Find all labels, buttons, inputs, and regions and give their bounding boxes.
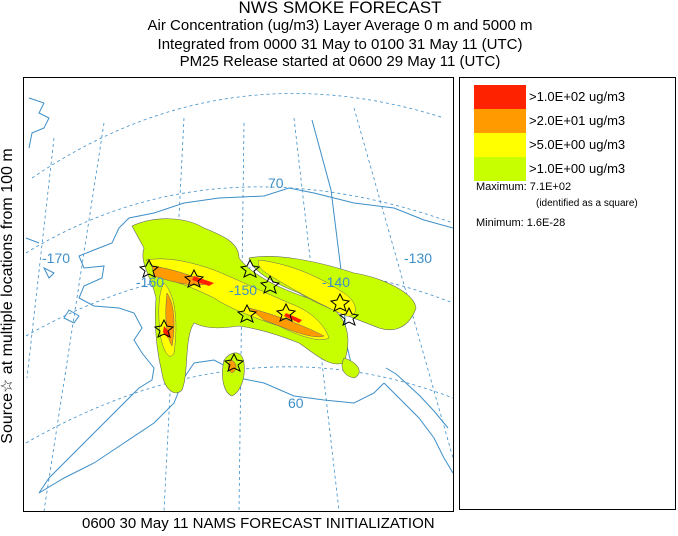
yukon-core [258, 259, 356, 317]
integration-period: Integrated from 0000 31 May to 0100 31 M… [157, 36, 523, 53]
legend-item: >1.0E+02 ug/m3 [474, 85, 670, 109]
grid-label-lon-160: -160 [136, 274, 165, 290]
arctic-coast [118, 187, 453, 229]
legend-swatch [474, 157, 526, 181]
source-star [183, 268, 205, 288]
lon-130-line [353, 107, 453, 459]
source-star [223, 352, 245, 372]
grid-label-lat-70: 70 [268, 175, 284, 191]
siberia-coast [28, 97, 50, 149]
panhandle-coast [383, 382, 453, 474]
minimum-value: Minimum: 1.6E-28 [476, 217, 566, 229]
grid-label-lon-130: -130 [404, 250, 433, 266]
source-star [138, 258, 160, 278]
source-height-label: Source☆ at multiple locations from 100 m [0, 148, 16, 444]
grid-label-lon-150: -150 [229, 282, 258, 298]
red-core-2 [163, 326, 170, 338]
small-plume [341, 357, 360, 379]
legend-item: >2.0E+01 ug/m3 [474, 109, 670, 133]
source-star [236, 303, 258, 323]
source-star [329, 292, 351, 312]
legend-label: >1.0E+02 ug/m3 [529, 89, 626, 104]
grid-label-lon-140: -140 [322, 274, 351, 290]
legend-swatch [474, 109, 526, 133]
kenai-plume [222, 352, 245, 397]
source-star [338, 306, 360, 326]
concentration-subtitle: Air Concentration (ug/m3) Layer Average … [147, 17, 533, 34]
source-star [153, 318, 175, 338]
forecast-title: NWS SMOKE FORECAST [238, 0, 442, 17]
lat-75-line [31, 93, 445, 179]
legend-label: >2.0E+01 ug/m3 [529, 113, 626, 128]
red-core-3 [284, 313, 302, 323]
maximum-note: (identified as a square) [536, 198, 638, 209]
gulf-coast [193, 359, 385, 404]
source-star [275, 302, 297, 322]
legend-item: >1.0E+00 ug/m3 [474, 157, 670, 181]
west-coast [38, 227, 155, 494]
panhandle-islands [385, 367, 449, 429]
lon-180-line [26, 137, 55, 379]
legend-label: >1.0E+00 ug/m3 [529, 161, 626, 176]
source-star [259, 274, 281, 294]
legend-label: >5.0E+00 ug/m3 [529, 137, 626, 152]
release-start: PM25 Release started at 0600 29 May 11 (… [179, 53, 501, 70]
plume-level-4 [163, 276, 302, 338]
legend-panel: >1.0E+02 ug/m3 >2.0E+01 ug/m3 >5.0E+00 u… [459, 77, 676, 510]
legend-swatch [474, 133, 526, 157]
red-core-1 [192, 276, 214, 286]
grid-label-lat-60: 60 [288, 395, 304, 411]
source-star [239, 258, 261, 278]
island-2 [42, 266, 55, 279]
maximum-value: Maximum: 7.1E+02 [476, 181, 572, 193]
legend-swatch [474, 85, 526, 109]
smoke-map: -170 -160 -150 -140 -130 70 60 [23, 77, 454, 512]
initialization-footer: 0600 30 May 11 NAMS FORECAST INITIALIZAT… [82, 515, 435, 532]
map-canvas [25, 93, 453, 511]
island-1 [63, 309, 80, 324]
orange-core-3 [248, 307, 325, 338]
grid-label-lon-170: -170 [42, 250, 71, 266]
island-3 [25, 237, 40, 244]
source-markers [138, 258, 360, 372]
legend-item: >5.0E+00 ug/m3 [474, 133, 670, 157]
